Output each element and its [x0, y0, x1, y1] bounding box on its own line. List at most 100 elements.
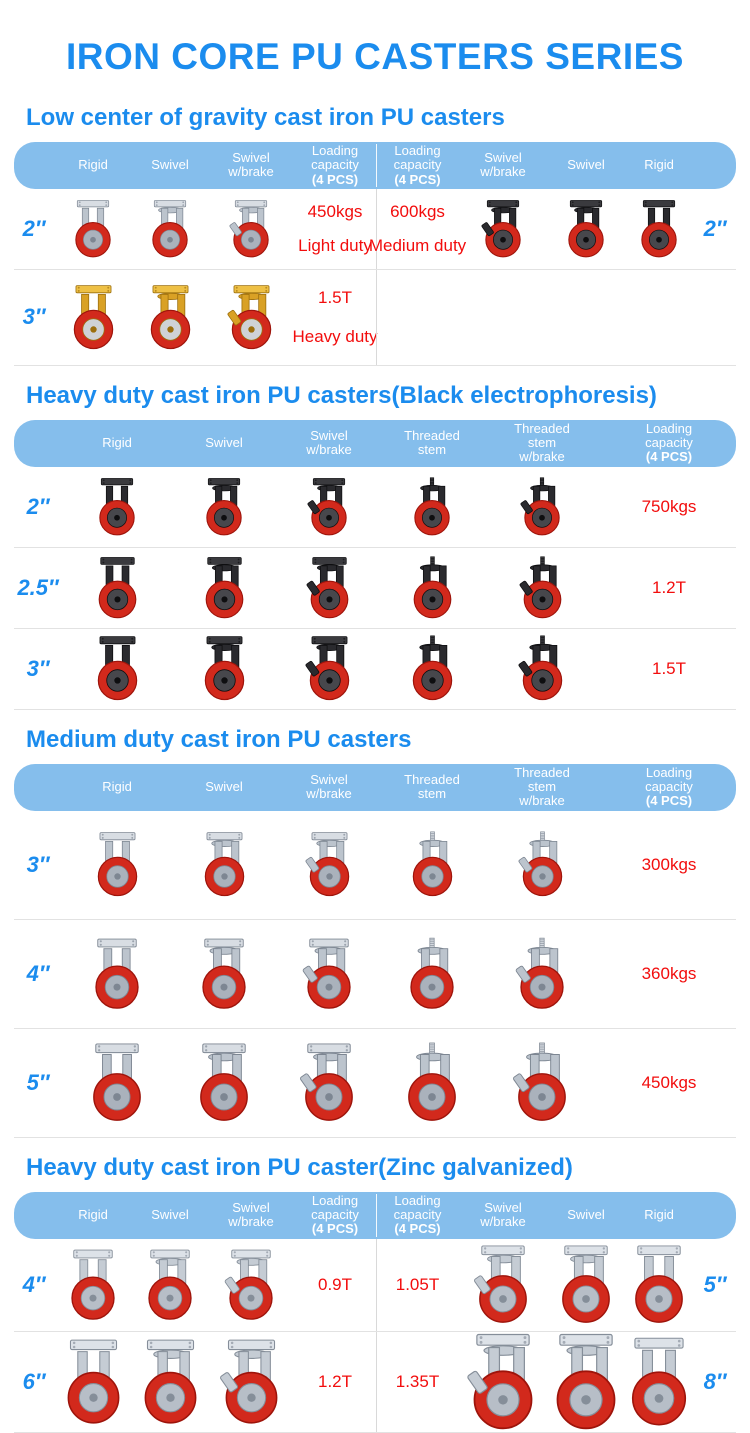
- column-header-line: Threaded: [514, 420, 570, 436]
- caster-rigid-icon: [54, 1239, 132, 1331]
- column-header: Swivel w/brake: [208, 1200, 294, 1230]
- loading-capacity-left: 1.2T: [294, 1332, 376, 1432]
- capacity-value: 1.2T: [317, 1371, 353, 1391]
- caster-stem-brake-icon: [482, 811, 602, 919]
- caster-stem-icon: [382, 920, 482, 1028]
- capacity-value: 1.5T: [651, 658, 687, 678]
- size-cell-left: 2″: [14, 189, 54, 269]
- column-header-line: Loading: [645, 764, 693, 780]
- capacity-value: 1.2T: [651, 577, 687, 597]
- caster-rigid-icon: [54, 270, 132, 365]
- column-header: Rigid: [624, 1207, 694, 1222]
- column-header-line: Swivel: [151, 157, 189, 173]
- caster-swivel-brake-icon: [276, 629, 382, 709]
- caster-table-heavy-black-electrophoresis: Rigid Swivel Swivel w/brake Threaded stem Thre…: [14, 419, 736, 710]
- column-header-line: stem: [527, 779, 557, 795]
- table-row: 5″ 450kgs: [14, 1029, 736, 1138]
- size-label: 5″: [26, 1069, 50, 1095]
- caster-empty-cell: [548, 270, 624, 365]
- caster-empty-cell: [624, 270, 694, 365]
- column-header-line: Threaded: [514, 764, 570, 780]
- caster-swivel-brake-icon: [276, 1029, 382, 1137]
- column-header-line: Rigid: [78, 1206, 108, 1222]
- column-header: Swivel w/brake: [458, 1200, 548, 1230]
- section-low-center-gravity: Low center of gravity cast iron PU caste…: [0, 104, 750, 366]
- column-header: Swivel: [548, 1207, 624, 1222]
- caster-rigid-icon: [62, 548, 172, 628]
- size-label-left: 6″: [22, 1368, 46, 1394]
- caster-swivel-icon: [172, 629, 276, 709]
- caster-swivel-icon: [132, 1239, 208, 1331]
- table-row: 3″ 1.5T Heavy duty: [14, 269, 736, 366]
- caster-swivel-brake-icon: [208, 1239, 294, 1331]
- duty-label: Light duty: [298, 235, 372, 255]
- column-header-line: w/brake: [228, 1214, 274, 1230]
- caster-swivel-icon: [132, 189, 208, 269]
- table-row: 3″ 1.5T: [14, 629, 736, 710]
- section-heading-heavy-black-electrophoresis: Heavy duty cast iron PU casters(Black el…: [26, 381, 657, 409]
- column-header: Rigid: [54, 1206, 132, 1222]
- size-label-left: 2″: [22, 215, 46, 241]
- table-row: 4″ 360kgs: [14, 920, 736, 1029]
- column-header: Threaded stem w/brake: [482, 764, 602, 809]
- column-header: Rigid: [54, 157, 132, 172]
- column-header-line: Loading: [394, 143, 441, 158]
- table-header-bar: Rigid Swivel Swivel w/brake Loading capacity(…: [14, 142, 736, 189]
- size-cell: 5″: [14, 1029, 62, 1137]
- caster-swivel-brake-icon: [458, 1332, 548, 1432]
- table-header-bar: Rigid Swivel Swivel w/brake Threaded stem Thre…: [14, 763, 736, 811]
- capacity-value: 1.5T: [317, 288, 353, 308]
- loading-capacity: 300kgs: [602, 811, 736, 919]
- size-label: 2.5″: [17, 574, 59, 600]
- column-header-line: Swivel: [205, 435, 243, 451]
- duty-label: Heavy duty: [292, 326, 378, 346]
- size-cell: 3″: [14, 811, 62, 919]
- loading-capacity: 360kgs: [602, 920, 736, 1028]
- caster-table-heavy-zinc-galvanized: Rigid Swivel Swivel w/brake Loading capacity(…: [14, 1191, 736, 1433]
- section-heading-heavy-zinc-galvanized: Heavy duty cast iron PU caster(Zinc galv…: [26, 1153, 573, 1181]
- size-label-left: 3″: [22, 304, 46, 330]
- column-header-line: (4 PCS): [645, 449, 693, 465]
- caster-rigid-icon: [624, 1239, 694, 1331]
- size-label: 3″: [26, 851, 50, 877]
- caster-rigid-icon: [62, 467, 172, 547]
- size-label-left: 4″: [22, 1271, 46, 1297]
- size-label: 4″: [26, 960, 50, 986]
- caster-stem-brake-icon: [482, 467, 602, 547]
- size-cell-right: [694, 270, 736, 365]
- caster-stem-brake-icon: [482, 629, 602, 709]
- caster-swivel-brake-icon: [276, 548, 382, 628]
- capacity-value: 450kgs: [641, 1072, 697, 1092]
- column-header: Swivel w/brake: [208, 150, 294, 180]
- size-cell: 2″: [14, 467, 62, 547]
- section-medium-duty: Medium duty cast iron PU casters Rigid Swi…: [0, 726, 750, 1138]
- table-header-bar: Rigid Swivel Swivel w/brake Threaded stem Thre…: [14, 419, 736, 467]
- size-cell-right: 5″: [694, 1239, 736, 1331]
- column-header: Threaded stem w/brake: [482, 420, 602, 465]
- column-header: Loading capacity (4 PCS): [602, 764, 736, 809]
- loading-capacity-left: 450kgs Light duty: [294, 189, 376, 269]
- caster-stem-brake-icon: [482, 548, 602, 628]
- caster-swivel-icon: [132, 1332, 208, 1432]
- column-header-line: Swivel: [205, 779, 243, 795]
- size-cell-right: 8″: [694, 1332, 736, 1432]
- caster-swivel-icon: [548, 189, 624, 269]
- column-header-line: w/brake: [519, 793, 565, 809]
- page-title: IRON CORE PU CASTERS SERIES: [66, 36, 684, 77]
- size-label-right: 8″: [703, 1368, 727, 1394]
- capacity-value: 1.05T: [395, 1274, 440, 1294]
- column-header-line: capacity: [311, 157, 359, 173]
- column-header-line: w/brake: [480, 164, 526, 180]
- table-header-bar: Rigid Swivel Swivel w/brake Loading capacity(…: [14, 1191, 736, 1239]
- column-header-line: w/brake: [306, 786, 352, 802]
- column-header: Threaded stem: [382, 428, 482, 458]
- column-header-line: Loading: [645, 420, 693, 436]
- size-label: 3″: [26, 655, 50, 681]
- column-header-line: Swivel: [484, 150, 522, 166]
- size-label-right: 2″: [703, 215, 727, 241]
- caster-rigid-icon: [624, 189, 694, 269]
- column-header: Swivel w/brake: [458, 150, 548, 180]
- caster-rigid-icon: [54, 1332, 132, 1432]
- caster-swivel-icon: [172, 811, 276, 919]
- column-header: Swivel: [132, 1207, 208, 1222]
